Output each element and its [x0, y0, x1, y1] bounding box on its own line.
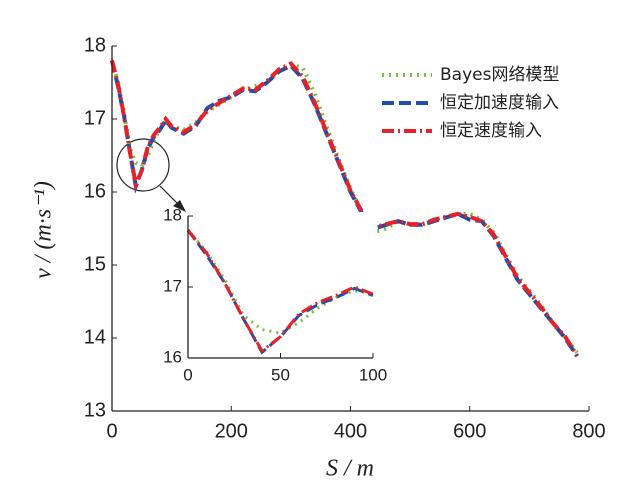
zoom-arrow [159, 185, 181, 207]
legend-label: 恒定加速度输入 [440, 93, 559, 113]
data-line [186, 229, 374, 354]
legend-label: 恒定速度输入 [440, 121, 542, 141]
x-tick-label: 200 [215, 420, 248, 442]
arrow-head [173, 200, 186, 212]
y-axis-label: v / (m·s⁻¹) [31, 181, 57, 279]
x-tick-label: 600 [453, 420, 486, 442]
y-tick-label: 14 [84, 326, 106, 348]
x-tick-label: 400 [334, 420, 367, 442]
y-tick-label: 15 [84, 253, 106, 275]
x-tick-label: 800 [572, 420, 605, 442]
y-tick-label: 18 [84, 34, 106, 56]
x-tick-label: 100 [359, 365, 387, 384]
x-tick-label: 0 [106, 420, 117, 442]
y-tick-label: 13 [84, 399, 106, 421]
y-tick-label: 18 [163, 205, 182, 224]
zoom-circle [116, 138, 170, 192]
x-tick-label: 50 [271, 365, 290, 384]
x-tick-label: 0 [183, 365, 192, 384]
data-line [110, 60, 579, 357]
y-tick-label: 16 [84, 180, 106, 202]
x-axis-label: S / m [326, 456, 374, 482]
y-tick-label: 16 [163, 347, 182, 366]
y-tick-label: 17 [163, 276, 182, 295]
y-tick-label: 17 [84, 107, 106, 129]
legend-label: Bayes网络模型 [440, 65, 559, 85]
inset-background [188, 212, 377, 358]
